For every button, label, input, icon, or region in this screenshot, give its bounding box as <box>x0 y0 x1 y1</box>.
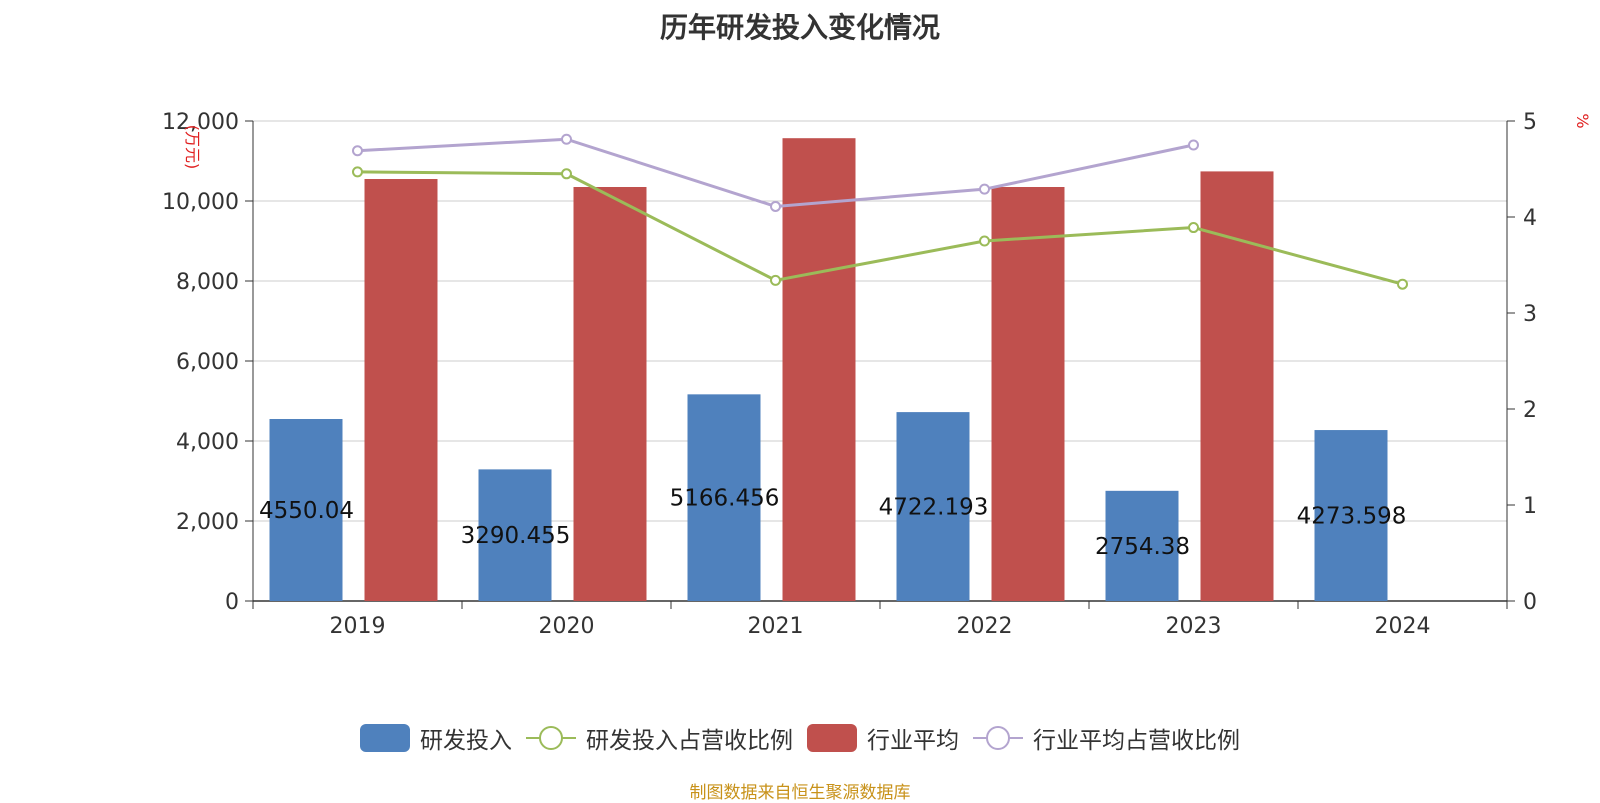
legend-label-rd: 研发投入 <box>420 728 512 754</box>
legend-swatch-rd-ratio <box>526 724 576 752</box>
y-right-tick-label: 1 <box>1523 494 1537 519</box>
y-right-tick-label: 5 <box>1523 110 1537 135</box>
data-label-rd-2021: 5166.456 <box>670 486 780 512</box>
bar-industry-2020 <box>573 187 647 601</box>
legend-label-rd-ratio: 研发投入占营收比例 <box>586 728 793 754</box>
y-left-tick-label: 2,000 <box>176 510 239 535</box>
legend-label-industry-ratio: 行业平均占营收比例 <box>1033 728 1240 754</box>
point-industry-ratio-2019 <box>352 145 363 157</box>
bar-rd-2024 <box>1314 430 1388 601</box>
y-left-tick-label: 4,000 <box>176 430 239 455</box>
chart-legend: 研发投入 研发投入占营收比例 行业平均 行业平均占营收比例 <box>0 718 1600 758</box>
x-tick-label: 2022 <box>957 614 1013 639</box>
x-tick-label: 2021 <box>748 614 804 639</box>
y-left-axis-label: (万元) <box>183 125 202 170</box>
legend-item-rd-ratio[interactable]: 研发投入占营收比例 <box>526 721 793 755</box>
legend-item-industry-ratio[interactable]: 行业平均占营收比例 <box>973 721 1240 755</box>
legend-swatch-industry-ratio <box>973 724 1023 752</box>
legend-label-industry: 行业平均 <box>867 728 959 754</box>
bar-industry-2019 <box>364 179 438 601</box>
x-tick-label: 2023 <box>1166 614 1222 639</box>
bar-rd-2020 <box>478 469 552 601</box>
y-right-tick-label: 0 <box>1523 590 1537 615</box>
point-rd-ratio-2019 <box>352 166 363 178</box>
y-left-tick-label: 8,000 <box>176 270 239 295</box>
bar-industry-2023 <box>1200 171 1274 601</box>
x-tick-label: 2024 <box>1375 614 1431 639</box>
bar-rd-2022 <box>896 412 970 601</box>
point-industry-ratio-2021 <box>770 200 781 212</box>
point-rd-ratio-2020 <box>561 168 572 180</box>
data-label-rd-2024: 4273.598 <box>1297 504 1407 530</box>
point-rd-ratio-2024 <box>1397 278 1408 290</box>
point-industry-ratio-2022 <box>979 183 990 195</box>
point-rd-ratio-2021 <box>770 274 781 286</box>
bar-rd-2023 <box>1105 490 1179 601</box>
line-rd-ratio <box>357 170 1403 286</box>
data-label-rd-2022: 4722.193 <box>879 495 989 521</box>
data-source-note: 制图数据来自恒生聚源数据库 <box>689 783 911 803</box>
bar-rd-2021 <box>687 394 761 601</box>
point-rd-ratio-2022 <box>979 235 990 247</box>
y-right-tick-label: 3 <box>1523 302 1537 327</box>
point-rd-ratio-2023 <box>1188 222 1199 234</box>
legend-item-industry[interactable]: 行业平均 <box>807 721 959 755</box>
point-industry-ratio-2023 <box>1188 139 1199 151</box>
bar-industry-2022 <box>991 187 1065 601</box>
bar-industry-2021 <box>782 138 856 601</box>
data-label-rd-2020: 3290.455 <box>461 523 571 549</box>
point-industry-ratio-2020 <box>561 133 572 145</box>
y-left-tick-label: 12,000 <box>162 110 239 135</box>
x-tick-label: 2020 <box>539 614 595 639</box>
y-right-tick-label: 2 <box>1523 398 1537 423</box>
data-label-rd-2019: 4550.04 <box>259 498 354 524</box>
y-left-tick-label: 6,000 <box>176 350 239 375</box>
legend-swatch-rd <box>360 724 410 752</box>
data-label-rd-2023: 2754.38 <box>1095 534 1190 560</box>
y-left-tick-label: 10,000 <box>162 190 239 215</box>
chart-title: 历年研发投入变化情况 <box>659 11 940 44</box>
y-right-axis-label: % <box>1573 113 1592 128</box>
x-tick-label: 2019 <box>330 614 386 639</box>
y-left-tick-label: 0 <box>225 590 239 615</box>
y-right-tick-label: 4 <box>1523 206 1537 231</box>
bar-rd-2019 <box>269 418 343 601</box>
legend-item-rd[interactable]: 研发投入 <box>360 721 512 755</box>
legend-swatch-industry <box>807 724 857 752</box>
